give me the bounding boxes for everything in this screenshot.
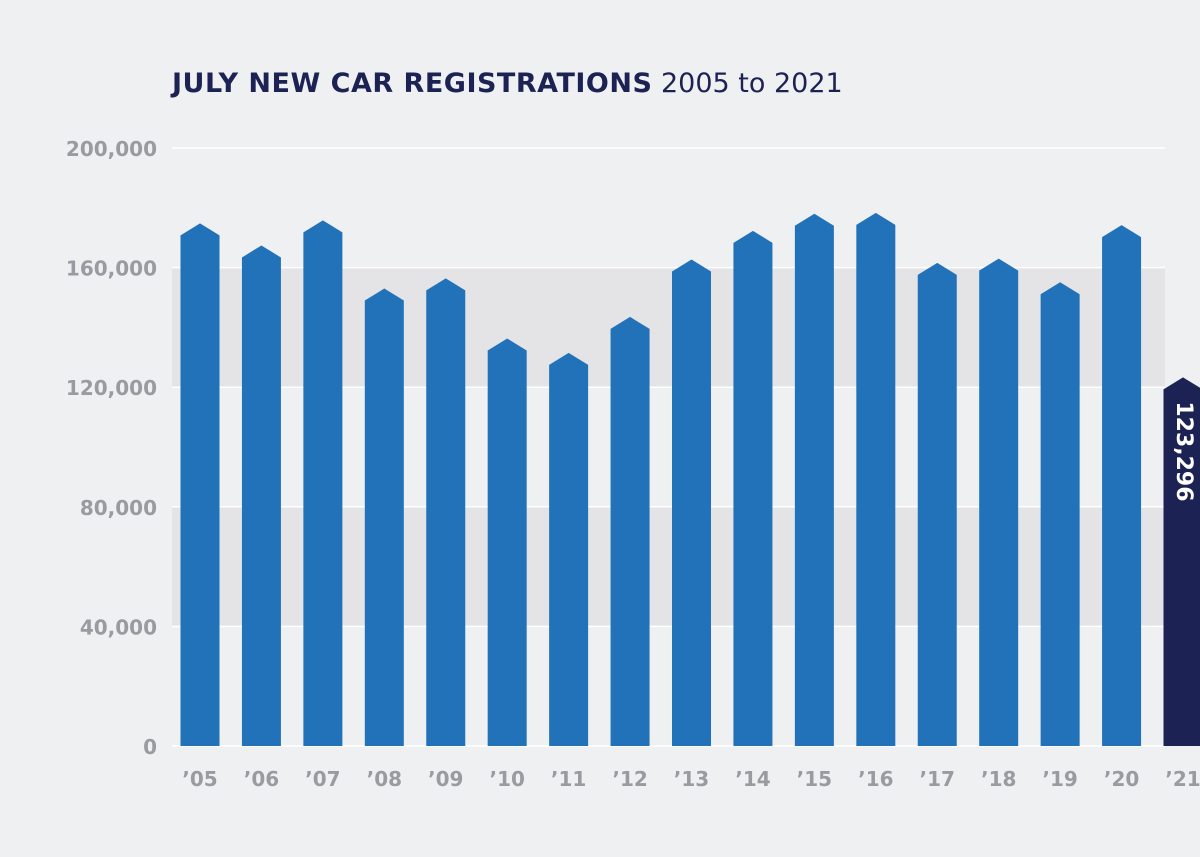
bar-12 — [610, 316, 650, 746]
y-tick-label: 200,000 — [66, 137, 157, 161]
x-tick-label: ’08 — [367, 767, 402, 791]
bar-16 — [856, 212, 896, 746]
chart-subtitle: 2005 to 2021 — [661, 68, 843, 99]
bar-13 — [672, 259, 711, 746]
bar-11 — [549, 352, 589, 746]
x-tick-label: ’13 — [674, 767, 709, 791]
bar-15 — [794, 213, 834, 746]
bar-10 — [487, 338, 527, 746]
bar-14 — [733, 230, 773, 746]
y-tick-label: 120,000 — [66, 376, 157, 400]
bar-08 — [364, 288, 404, 746]
bar-value-label: 123,296 — [1171, 401, 1196, 501]
x-tick-label: ’15 — [797, 767, 832, 791]
bar-09 — [426, 278, 466, 746]
chart-title: JULY NEW CAR REGISTRATIONS 2005 to 2021 — [172, 68, 843, 99]
x-tick-label: ’06 — [244, 767, 279, 791]
x-tick-label: ’14 — [735, 767, 770, 791]
bar-06 — [241, 245, 281, 746]
x-tick-label: ’18 — [981, 767, 1016, 791]
x-tick-label: ’10 — [489, 767, 524, 791]
y-tick-label: 160,000 — [66, 257, 157, 281]
x-tick-label: ’09 — [428, 767, 463, 791]
chart-title-main: JULY NEW CAR REGISTRATIONS — [172, 68, 653, 99]
x-tick-label: ’17 — [920, 767, 955, 791]
bar-07 — [303, 220, 343, 746]
bar-19 — [1040, 282, 1080, 746]
bar-17 — [917, 262, 957, 746]
x-tick-label: ’05 — [182, 767, 217, 791]
y-tick-label: 0 — [143, 735, 157, 759]
x-tick-label: ’19 — [1042, 767, 1077, 791]
bar-20 — [1102, 225, 1142, 747]
x-tick-label: ’21 — [1165, 767, 1200, 791]
y-tick-label: 80,000 — [80, 496, 157, 520]
x-tick-label: ’12 — [612, 767, 647, 791]
y-tick-label: 40,000 — [80, 615, 157, 639]
x-tick-label: ’16 — [858, 767, 893, 791]
bar-21 — [1163, 377, 1200, 746]
bar-18 — [979, 258, 1019, 746]
x-tick-label: ’07 — [305, 767, 340, 791]
x-tick-label: ’20 — [1104, 767, 1139, 791]
bar-05 — [180, 223, 220, 746]
x-tick-label: ’11 — [551, 767, 586, 791]
